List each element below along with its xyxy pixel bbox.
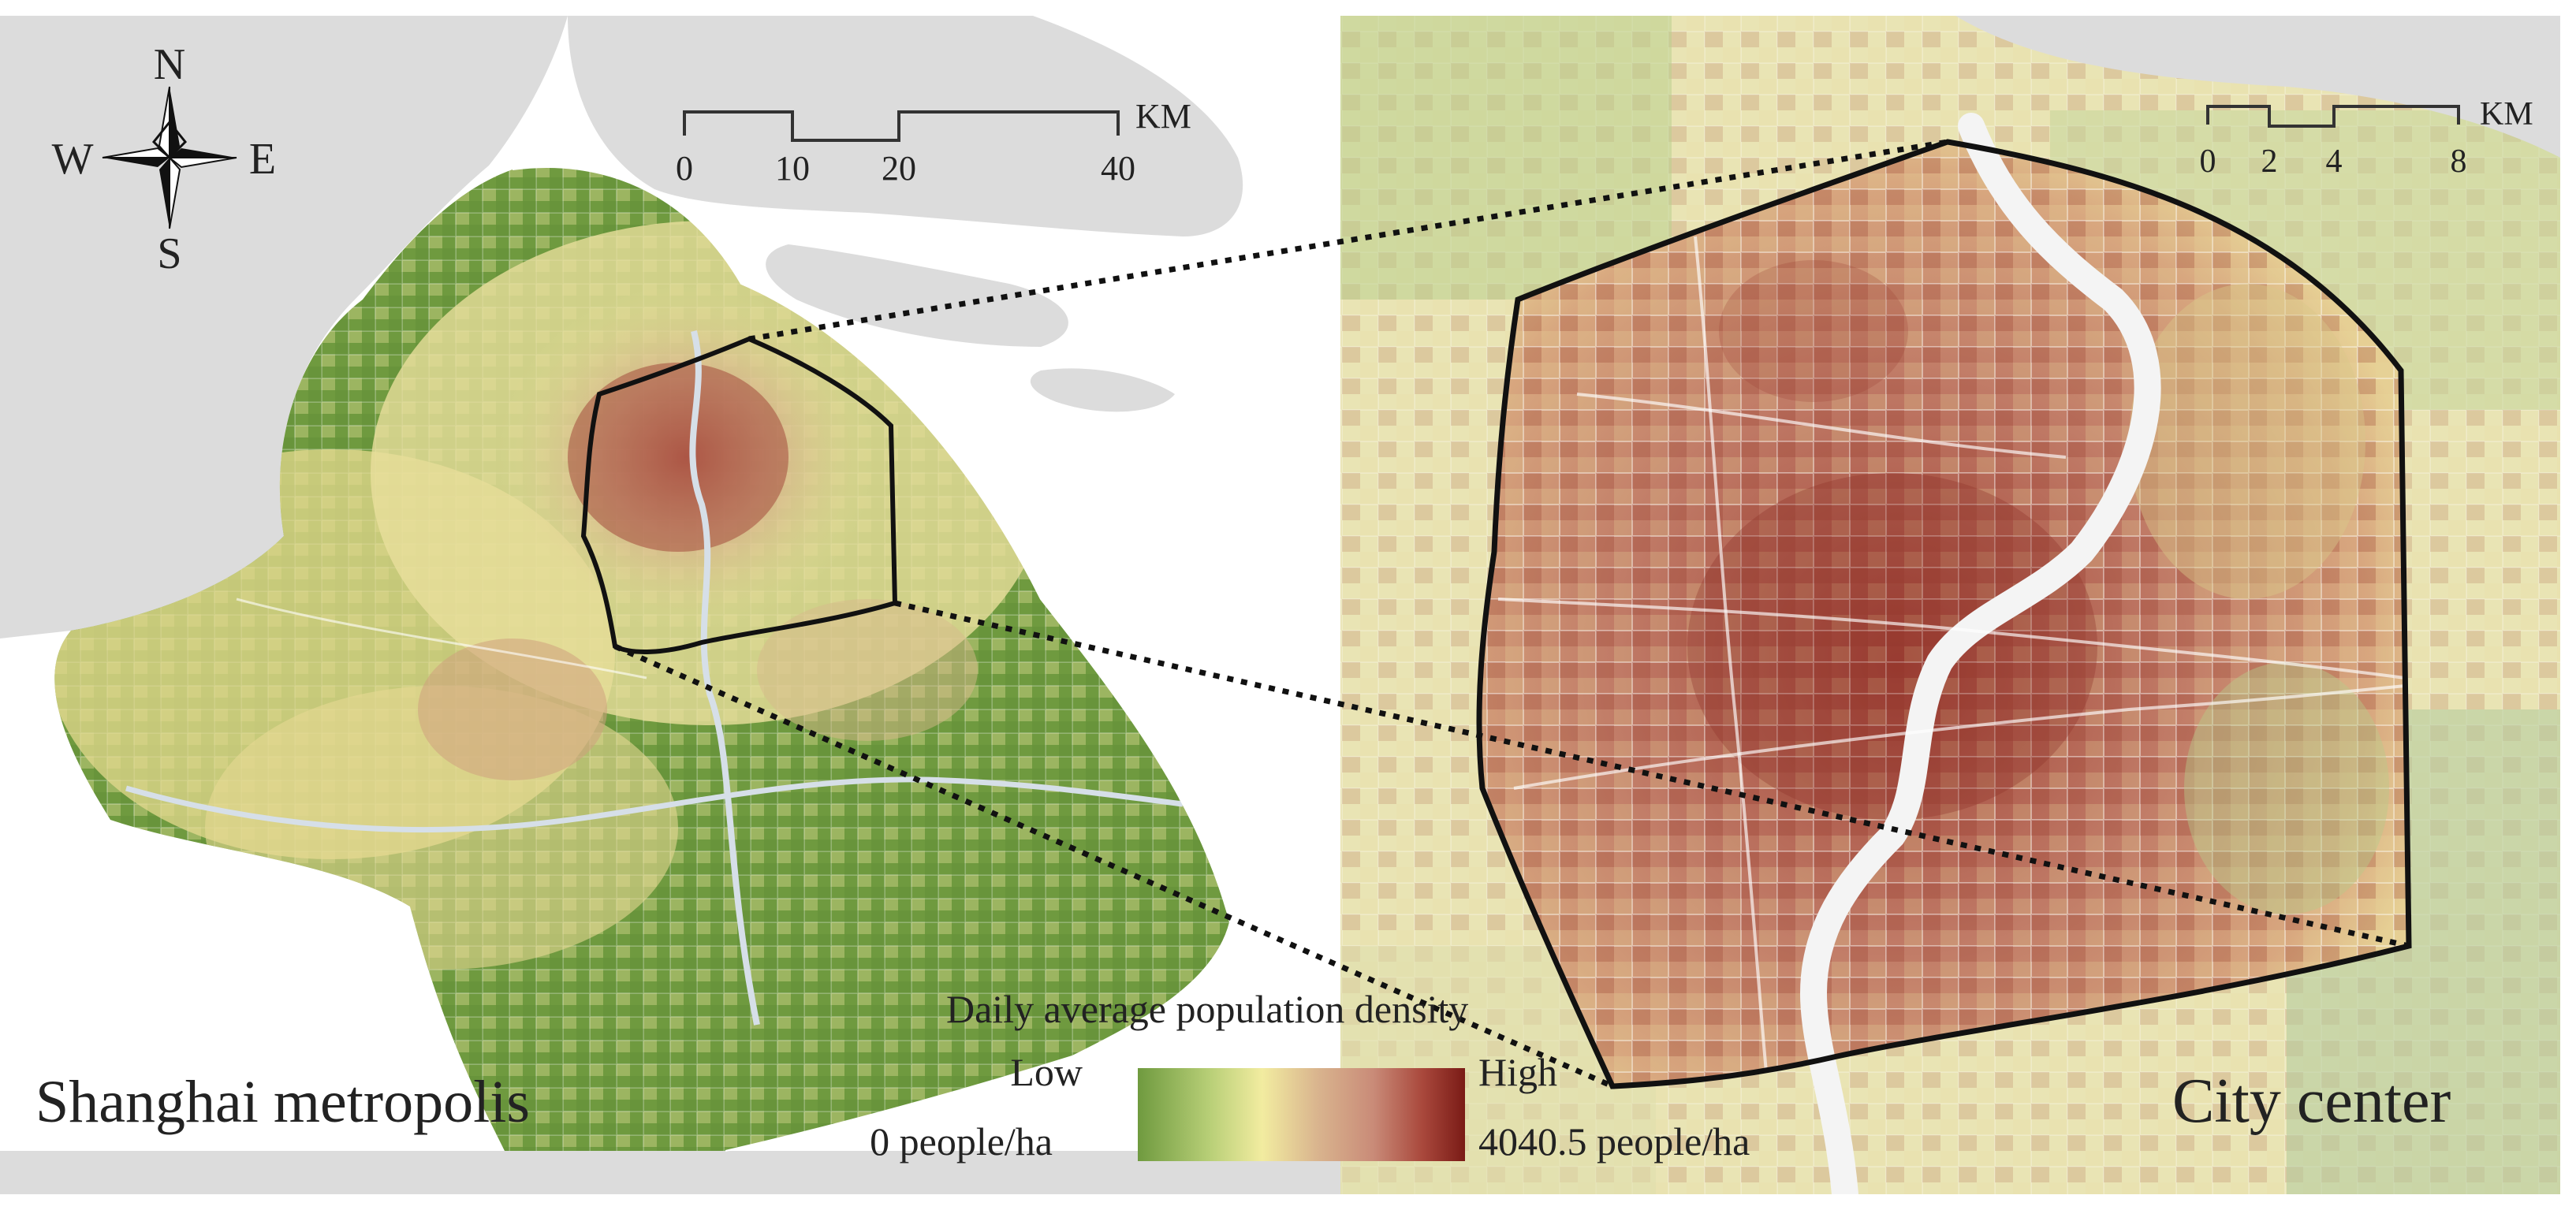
legend-max-value: 4040.5 people/ha bbox=[1478, 1119, 1750, 1163]
left-scale-tick-0: 0 bbox=[676, 149, 693, 188]
compass-south: S bbox=[157, 229, 181, 278]
hengsha-island bbox=[1030, 368, 1175, 412]
right-scale-bar: 0 2 4 8 KM bbox=[2200, 96, 2533, 180]
south-water bbox=[0, 1151, 1340, 1194]
right-scale-tick-0: 0 bbox=[2200, 143, 2216, 180]
left-map-title: Shanghai metropolis bbox=[35, 1069, 530, 1135]
compass-west: W bbox=[52, 135, 94, 184]
left-scale-tick-2: 20 bbox=[882, 149, 916, 188]
compass-east: E bbox=[249, 135, 276, 184]
right-scale-tick-3: 8 bbox=[2451, 143, 2467, 180]
legend-low-label: Low bbox=[1010, 1050, 1083, 1094]
right-map-title: City center bbox=[2172, 1067, 2451, 1136]
compass-rose-icon bbox=[102, 86, 237, 229]
west-water bbox=[0, 16, 568, 639]
left-scale-unit: KM bbox=[1135, 97, 1191, 136]
huangpu-river bbox=[1799, 113, 2161, 1194]
chongming-island bbox=[568, 16, 1243, 236]
changxing-island bbox=[766, 244, 1068, 347]
right-map: 0 2 4 8 KM City center bbox=[1340, 16, 2560, 1194]
compass: N S W E bbox=[52, 40, 277, 278]
right-water bbox=[1955, 16, 2560, 158]
right-scale-tick-1: 2 bbox=[2261, 143, 2278, 180]
right-scale-tick-2: 4 bbox=[2326, 143, 2343, 180]
left-map: N S W E 0 10 20 40 KM Shanghai metropoli… bbox=[0, 16, 1340, 1194]
connector-lines bbox=[613, 139, 2410, 1089]
legend-color-ramp bbox=[1138, 1068, 1465, 1161]
right-inset-boundary bbox=[1476, 139, 2412, 1089]
legend-high-label: High bbox=[1478, 1050, 1557, 1094]
right-scale-unit: KM bbox=[2480, 96, 2533, 132]
legend-title: Daily average population density bbox=[946, 987, 1468, 1031]
legend-min-value: 0 people/ha bbox=[870, 1119, 1053, 1163]
legend: Daily average population density Low Hig… bbox=[870, 987, 1750, 1163]
left-scale-tick-1: 10 bbox=[775, 149, 810, 188]
left-scale-bar: 0 10 20 40 KM bbox=[676, 97, 1191, 188]
compass-north: N bbox=[154, 40, 185, 89]
left-scale-tick-3: 40 bbox=[1101, 149, 1135, 188]
